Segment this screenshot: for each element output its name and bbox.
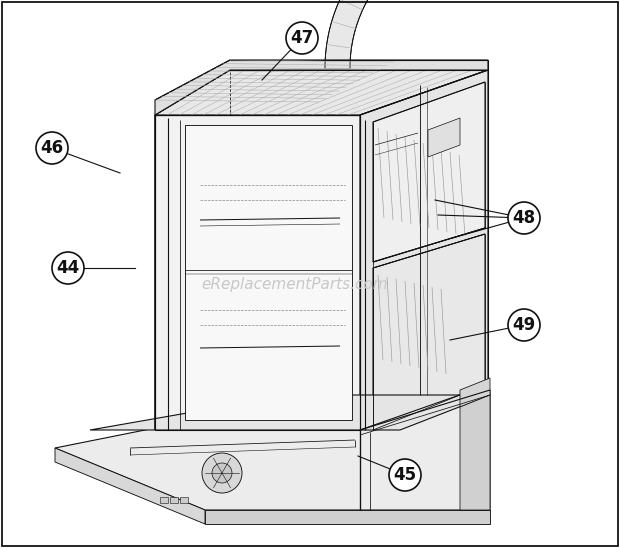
Polygon shape <box>460 378 490 407</box>
Circle shape <box>508 202 540 234</box>
Polygon shape <box>55 448 205 524</box>
Circle shape <box>286 22 318 54</box>
Text: 45: 45 <box>394 466 417 484</box>
Text: 49: 49 <box>512 316 536 334</box>
Text: 46: 46 <box>40 139 64 157</box>
Text: 44: 44 <box>56 259 79 277</box>
Polygon shape <box>428 118 460 157</box>
Polygon shape <box>460 395 490 510</box>
Polygon shape <box>205 510 490 524</box>
Polygon shape <box>155 70 488 115</box>
Circle shape <box>508 309 540 341</box>
Polygon shape <box>373 234 485 430</box>
Text: 48: 48 <box>513 209 536 227</box>
Circle shape <box>52 252 84 284</box>
Polygon shape <box>155 115 360 430</box>
Polygon shape <box>90 395 490 430</box>
Text: eReplacementParts.com: eReplacementParts.com <box>202 277 388 293</box>
Circle shape <box>36 132 68 164</box>
Text: 47: 47 <box>290 29 314 47</box>
Polygon shape <box>55 390 490 510</box>
Polygon shape <box>360 70 488 430</box>
Bar <box>170 497 178 503</box>
Bar <box>180 497 188 503</box>
Polygon shape <box>155 60 488 115</box>
Circle shape <box>389 459 421 491</box>
Circle shape <box>212 463 232 483</box>
Polygon shape <box>373 82 485 262</box>
Circle shape <box>202 453 242 493</box>
Bar <box>160 497 168 503</box>
Polygon shape <box>325 0 490 68</box>
Polygon shape <box>185 125 352 420</box>
